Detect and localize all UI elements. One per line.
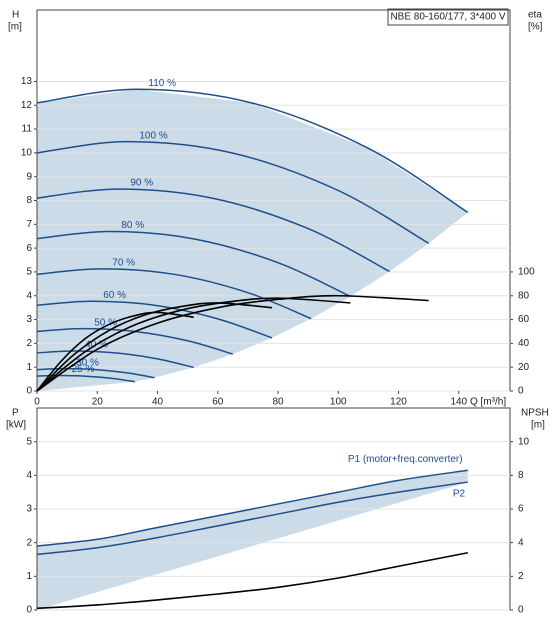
y-tick-label: 2 [26,537,32,548]
y2-tick-label: 6 [518,504,524,515]
curve [36,230,351,298]
curve [36,188,390,273]
x-tick-label: 0 [34,397,40,408]
curve [36,481,468,556]
y-tick-label: 10 [21,148,33,159]
x-tick-label: 20 [92,397,104,408]
series-label: 100 % [139,130,167,141]
y-tick-label: 5 [26,436,32,447]
curve [36,140,430,245]
secondary-curve [36,551,468,610]
x-tick-label: 80 [272,397,284,408]
y-tick-label: 2 [26,338,32,349]
y-unit: [kW] [6,420,26,431]
series-label: 80 % [121,220,144,231]
y-tick-label: 12 [21,100,33,111]
series-label: 25 % [72,364,95,375]
y2-tick-label: 0 [518,605,524,616]
y-tick-label: 9 [26,171,32,182]
series-label: 50 % [94,317,117,328]
y-label: P [12,408,19,419]
y-label: H [12,10,19,21]
y2-tick-label: 60 [518,314,530,325]
y2-unit: [%] [528,22,543,33]
chart-title: NBE 80-160/177, 3*400 V [390,12,505,23]
y2-label: NPSH [521,408,549,419]
y2-unit: [m] [531,420,545,431]
y-unit: [m] [8,22,22,33]
curve [36,350,194,369]
title-box [387,8,509,26]
series-label: P1 (motor+freq.converter) [348,454,463,465]
y-tick-label: 1 [26,362,32,373]
x-tick-label: 140 [450,397,467,408]
y2-tick-label: 20 [518,362,530,373]
x-tick-label: 120 [390,397,407,408]
operating-area [37,470,468,610]
curve [36,300,273,339]
y-tick-label: 8 [26,195,32,206]
y2-tick-label: 40 [518,338,530,349]
secondary-curve [36,311,194,392]
series-label: 60 % [103,290,126,301]
y2-label: eta [528,10,542,21]
secondary-curve [36,302,273,392]
secondary-curve [36,294,429,392]
y2-tick-label: 80 [518,290,530,301]
y-tick-label: 3 [26,314,32,325]
y-tick-label: 3 [26,504,32,515]
y-tick-label: 11 [22,124,33,135]
y-tick-label: 4 [26,290,32,301]
y-tick-label: 7 [26,219,32,230]
x-tick-label: 100 [330,397,347,408]
y2-tick-label: 0 [518,386,524,397]
x-tick-label: 40 [152,397,164,408]
curve [36,469,468,547]
y-tick-label: 1 [26,571,32,582]
y2-tick-label: 4 [518,537,524,548]
y2-tick-label: 8 [518,470,524,481]
curve [36,88,469,214]
y-tick-label: 13 [21,76,33,87]
series-label: P2 [453,489,466,500]
y-tick-label: 4 [26,470,32,481]
y-tick-label: 6 [26,243,32,254]
series-label: 110 % [148,78,176,89]
secondary-curve [36,297,351,392]
curve [36,268,312,320]
series-label: 70 % [112,257,135,268]
y2-tick-label: 10 [518,436,530,447]
y2-tick-label: 100 [518,267,535,278]
y-tick-label: 5 [26,267,32,278]
x-tick-label: 60 [212,397,224,408]
y2-tick-label: 2 [518,571,524,582]
y-tick-label: 0 [26,386,32,397]
series-label: 30 % [76,357,99,368]
y-tick-label: 0 [26,605,32,616]
series-label: 90 % [130,178,153,189]
x-label: Q [m³/h] [470,397,506,408]
